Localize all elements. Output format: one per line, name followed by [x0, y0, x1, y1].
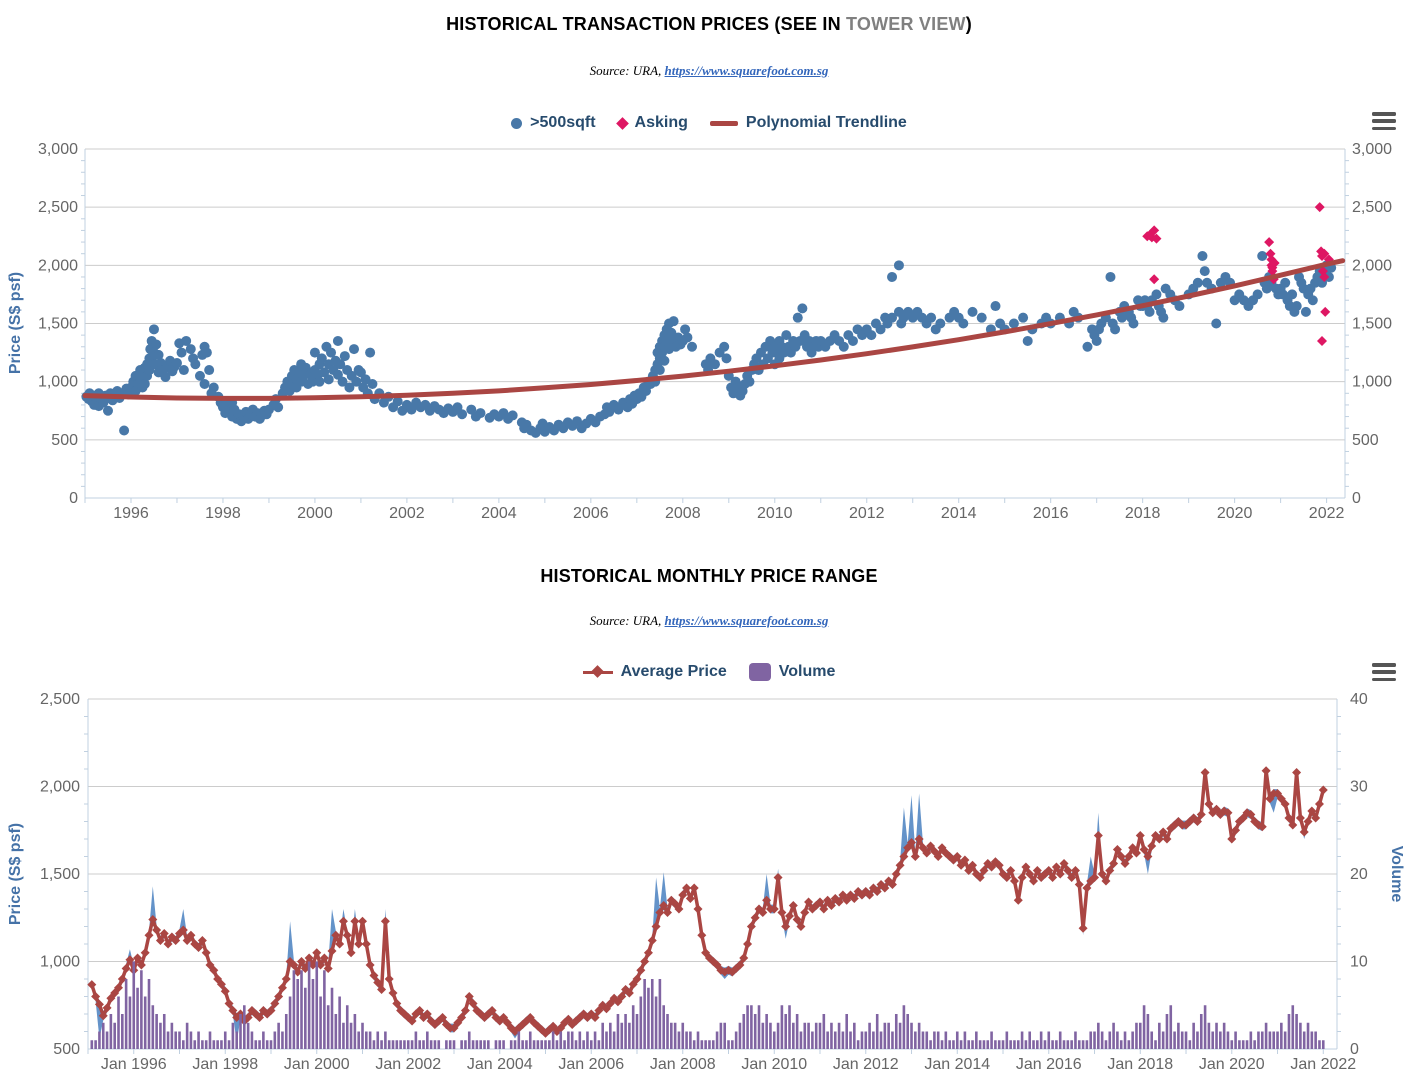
svg-text:2020: 2020 [1217, 505, 1253, 522]
chart1-source-prefix: Source: URA, [589, 63, 665, 78]
chart1-context-menu-icon[interactable] [1372, 112, 1396, 130]
legend-item-volume[interactable]: Volume [748, 663, 836, 681]
chart2-title-text: HISTORICAL MONTHLY PRICE RANGE [540, 566, 878, 586]
legend-item-asking[interactable]: Asking [615, 114, 688, 132]
chart1-source: Source: URA, https://www.squarefoot.com.… [0, 63, 1418, 79]
svg-text:3,000: 3,000 [38, 141, 78, 158]
svg-text:Jan 2010: Jan 2010 [741, 1056, 807, 1073]
svg-text:2014: 2014 [941, 505, 977, 522]
svg-text:1,500: 1,500 [38, 316, 78, 333]
legend-label: Average Price [620, 663, 727, 680]
svg-text:20: 20 [1350, 866, 1368, 883]
legend-item-average-price[interactable]: Average Price [582, 663, 727, 681]
volume-marker-icon [748, 663, 771, 681]
svg-text:1,500: 1,500 [40, 866, 80, 883]
svg-text:500: 500 [53, 1041, 80, 1058]
svg-text:Jan 2002: Jan 2002 [375, 1056, 441, 1073]
svg-text:1998: 1998 [205, 505, 241, 522]
legend-label: Polynomial Trendline [745, 114, 907, 131]
scatter-circle-marker-icon [511, 117, 523, 129]
legend-item-500sqft[interactable]: >500sqft [511, 114, 596, 132]
chart1-title-tower-view-link[interactable]: TOWER VIEW [846, 14, 966, 34]
legend-item-trendline[interactable]: Polynomial Trendline [709, 114, 907, 132]
svg-text:0: 0 [69, 490, 78, 507]
svg-text:Jan 2016: Jan 2016 [1016, 1056, 1082, 1073]
svg-text:30: 30 [1350, 779, 1368, 796]
svg-text:2018: 2018 [1125, 505, 1161, 522]
trendline-marker-icon [709, 120, 738, 126]
chart2-context-menu-icon[interactable] [1372, 663, 1396, 681]
svg-text:2,500: 2,500 [38, 199, 78, 216]
legend-label: Asking [634, 114, 688, 131]
transaction-prices-chart: HISTORICAL TRANSACTION PRICES (SEE IN TO… [0, 14, 1418, 522]
svg-text:2,000: 2,000 [40, 779, 80, 796]
chart1-legend: >500sqft Asking Polynomial Trendline [0, 114, 1418, 132]
svg-text:Jan 2020: Jan 2020 [1199, 1056, 1265, 1073]
svg-text:Jan 1998: Jan 1998 [192, 1056, 258, 1073]
svg-text:Jan 2000: Jan 2000 [284, 1056, 350, 1073]
chart1-title: HISTORICAL TRANSACTION PRICES (SEE IN TO… [0, 14, 1418, 35]
svg-text:2006: 2006 [573, 505, 609, 522]
monthly-price-range-plot: 500 1,000 1,500 2,000 2,500 0 10 20 30 40 Jan 1996… [40, 691, 1368, 1073]
chart2-title: HISTORICAL MONTHLY PRICE RANGE [0, 566, 1418, 587]
chart1-title-suffix: ) [965, 14, 972, 34]
svg-text:2,000: 2,000 [1352, 257, 1392, 274]
legend-label: Volume [778, 663, 836, 680]
svg-text:Jan 2006: Jan 2006 [558, 1056, 624, 1073]
svg-text:Jan 2022: Jan 2022 [1290, 1056, 1356, 1073]
chart1-title-prefix: HISTORICAL TRANSACTION PRICES (SEE IN [446, 14, 847, 34]
svg-text:Jan 2012: Jan 2012 [833, 1056, 899, 1073]
svg-text:Jan 2014: Jan 2014 [924, 1056, 990, 1073]
svg-text:2022: 2022 [1309, 505, 1345, 522]
chart2-source-prefix: Source: URA, [589, 613, 665, 628]
svg-text:Jan 2018: Jan 2018 [1107, 1056, 1173, 1073]
svg-text:1,000: 1,000 [1352, 374, 1392, 391]
svg-text:Jan 2008: Jan 2008 [650, 1056, 716, 1073]
svg-text:0: 0 [1352, 490, 1361, 507]
svg-text:1,000: 1,000 [40, 954, 80, 971]
legend-label: >500sqft [530, 114, 596, 131]
svg-text:2000: 2000 [297, 505, 333, 522]
svg-text:1996: 1996 [113, 505, 149, 522]
svg-text:2002: 2002 [389, 505, 425, 522]
monthly-price-range-chart: HISTORICAL MONTHLY PRICE RANGE Source: U… [0, 555, 1418, 1090]
svg-text:2008: 2008 [665, 505, 701, 522]
svg-text:2010: 2010 [757, 505, 793, 522]
svg-text:10: 10 [1350, 954, 1368, 971]
svg-text:Jan 1996: Jan 1996 [101, 1056, 167, 1073]
svg-text:0: 0 [1350, 1041, 1359, 1058]
svg-text:3,000: 3,000 [1352, 141, 1392, 158]
svg-text:500: 500 [1352, 432, 1379, 449]
chart2-legend: Average Price Volume [0, 663, 1418, 681]
svg-text:500: 500 [51, 432, 78, 449]
svg-text:1,000: 1,000 [38, 374, 78, 391]
chart1-source-link[interactable]: https://www.squarefoot.com.sg [664, 63, 829, 78]
svg-text:2,500: 2,500 [40, 691, 80, 708]
average-price-marker-icon [582, 665, 613, 678]
svg-text:2004: 2004 [481, 505, 517, 522]
svg-text:2016: 2016 [1033, 505, 1069, 522]
svg-text:2,000: 2,000 [38, 257, 78, 274]
svg-text:40: 40 [1350, 691, 1368, 708]
transaction-prices-plot: 0 0 500 500 1,000 1,000 1,500 1,500 2,000 2,000 2,… [38, 141, 1392, 522]
svg-text:Jan 2004: Jan 2004 [467, 1056, 533, 1073]
svg-text:2012: 2012 [849, 505, 885, 522]
chart2-source: Source: URA, https://www.squarefoot.com.… [0, 613, 1418, 629]
svg-text:2,500: 2,500 [1352, 199, 1392, 216]
svg-text:1,500: 1,500 [1352, 316, 1392, 333]
chart2-source-link[interactable]: https://www.squarefoot.com.sg [664, 613, 829, 628]
